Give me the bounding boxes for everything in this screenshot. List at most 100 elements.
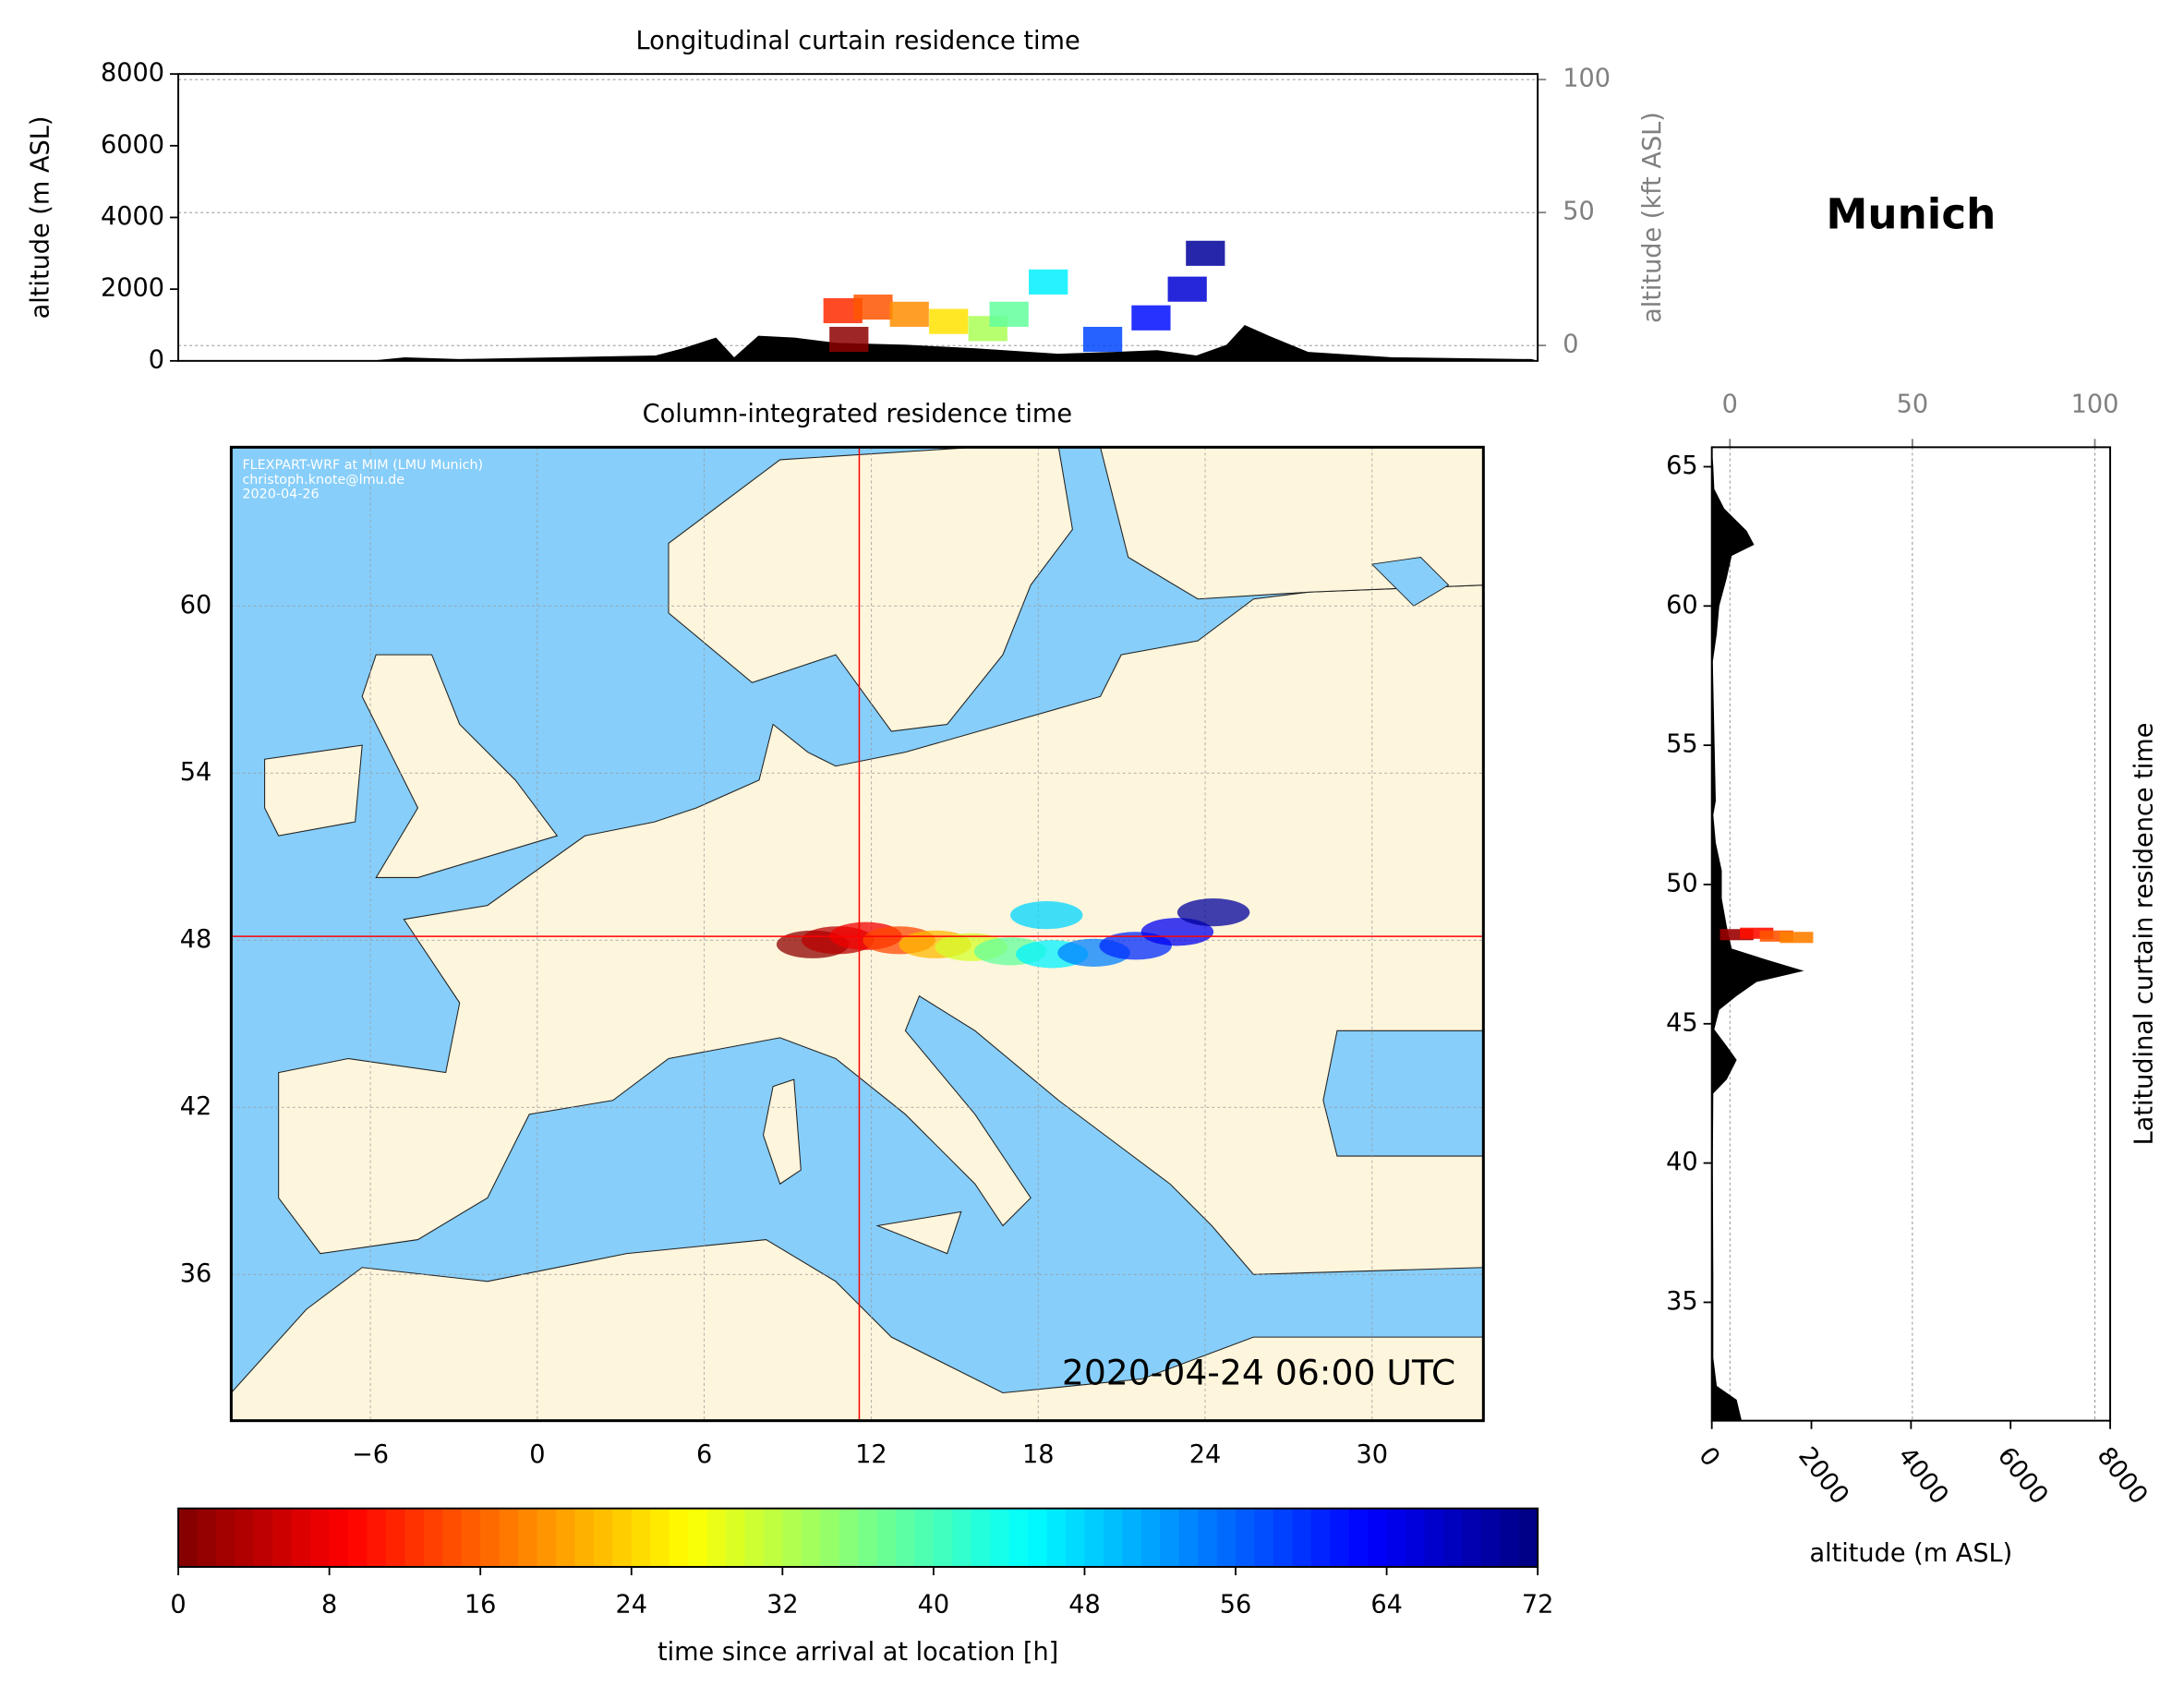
colorbar-step bbox=[688, 1508, 708, 1568]
colorbar-step bbox=[1008, 1508, 1029, 1568]
panel-title: Latitudinal curtain residence time bbox=[2130, 723, 2158, 1146]
colorbar-step bbox=[197, 1508, 217, 1568]
y-tick-label: 35 bbox=[1666, 1287, 1698, 1316]
x-tick-label: 8000 bbox=[2092, 1442, 2154, 1510]
x-tick-label: 6000 bbox=[1992, 1442, 2054, 1510]
colorbar-step bbox=[1406, 1508, 1426, 1568]
colorbar-step bbox=[1178, 1508, 1199, 1568]
plume-cell bbox=[989, 301, 1029, 327]
y-tick-label: 8000 bbox=[101, 59, 164, 88]
x-tick-label: 72 bbox=[1522, 1591, 1554, 1620]
frame bbox=[177, 1507, 1539, 1569]
figure-title: Munich bbox=[1826, 189, 1996, 238]
colorbar-step bbox=[1368, 1508, 1388, 1568]
x-tick-label: 30 bbox=[1357, 1440, 1389, 1469]
colorbar-step bbox=[291, 1508, 311, 1568]
colorbar-step bbox=[1292, 1508, 1312, 1568]
credit-text: christoph.knote@lmu.de bbox=[242, 473, 404, 488]
credit-text: 2020-04-26 bbox=[242, 488, 319, 502]
x-tick-label: 8 bbox=[321, 1591, 337, 1620]
colorbar-step bbox=[348, 1508, 368, 1568]
colorbar-step bbox=[555, 1508, 576, 1568]
colorbar-step bbox=[1140, 1508, 1161, 1568]
x-tick-label: 56 bbox=[1220, 1591, 1252, 1620]
plume-cell bbox=[829, 326, 869, 353]
colorbar-step bbox=[518, 1508, 538, 1568]
y-tick-label: 54 bbox=[180, 758, 212, 787]
land bbox=[264, 744, 363, 837]
y2-tick-label: 100 bbox=[1563, 65, 1611, 93]
y-tick-label: 40 bbox=[1666, 1148, 1698, 1176]
land bbox=[875, 1210, 962, 1255]
colorbar-step bbox=[1160, 1508, 1180, 1568]
y-tick-label: 0 bbox=[149, 345, 164, 374]
terrain-area bbox=[178, 325, 1538, 361]
y-tick-label: 6000 bbox=[101, 130, 164, 159]
colorbar-step bbox=[272, 1508, 293, 1568]
plume-cell bbox=[889, 301, 929, 327]
colorbar-step bbox=[1028, 1508, 1048, 1568]
colorbar-step bbox=[1046, 1508, 1067, 1568]
x-tick-label: 4000 bbox=[1892, 1442, 1954, 1510]
x-tick-label: 12 bbox=[855, 1440, 887, 1469]
y-axis-title: altitude (m ASL) bbox=[27, 116, 55, 319]
colorbar-step bbox=[1254, 1508, 1274, 1568]
colorbar-step bbox=[593, 1508, 614, 1568]
colorbar-step bbox=[1424, 1508, 1444, 1568]
colorbar-step bbox=[367, 1508, 387, 1568]
colorbar-step bbox=[1084, 1508, 1104, 1568]
y-tick-label: 65 bbox=[1666, 452, 1698, 480]
x-tick-label: 0 bbox=[170, 1591, 186, 1620]
time-annotation: 2020-04-24 06:00 UTC bbox=[1062, 1352, 1455, 1392]
colorbar-step bbox=[744, 1508, 765, 1568]
colorbar-step bbox=[461, 1508, 481, 1568]
colorbar-step bbox=[537, 1508, 557, 1568]
colorbar-step bbox=[858, 1508, 878, 1568]
colorbar-step bbox=[952, 1508, 972, 1568]
colorbar-step bbox=[612, 1508, 633, 1568]
colorbar-step bbox=[385, 1508, 406, 1568]
y-tick-label: 36 bbox=[180, 1259, 212, 1288]
colorbar-step bbox=[1198, 1508, 1218, 1568]
credit-text: FLEXPART-WRF at MIM (LMU Munich) bbox=[242, 458, 483, 473]
panel-title: Longitudinal curtain residence time bbox=[636, 27, 1080, 55]
x-tick-label: 32 bbox=[766, 1591, 799, 1620]
y-tick-label: 60 bbox=[180, 591, 212, 620]
lake bbox=[1370, 557, 1450, 607]
colorbar-step bbox=[404, 1508, 425, 1568]
colorbar-step bbox=[1330, 1508, 1350, 1568]
colorbar-step bbox=[725, 1508, 746, 1568]
colorbar-step bbox=[650, 1508, 670, 1568]
colorbar-step bbox=[235, 1508, 255, 1568]
x-tick-label: 18 bbox=[1022, 1440, 1055, 1469]
y-tick-label: 48 bbox=[180, 925, 212, 954]
colorbar-step bbox=[1122, 1508, 1142, 1568]
plume-cell bbox=[1186, 240, 1225, 266]
colorbar-step bbox=[574, 1508, 595, 1568]
colorbar-step bbox=[895, 1508, 916, 1568]
colorbar-step bbox=[442, 1508, 463, 1568]
colorbar-step bbox=[215, 1508, 236, 1568]
colorbar-step bbox=[1462, 1508, 1482, 1568]
x-tick-label: 0 bbox=[1693, 1442, 1725, 1473]
plume-cell bbox=[1029, 269, 1068, 295]
colorbar-step bbox=[782, 1508, 802, 1568]
colorbar-step bbox=[763, 1508, 784, 1568]
x2-tick-label: 50 bbox=[1897, 391, 1929, 419]
colorbar-step bbox=[669, 1508, 689, 1568]
colorbar-step bbox=[1518, 1508, 1538, 1568]
y-tick-label: 45 bbox=[1666, 1008, 1698, 1037]
plume-cell bbox=[1167, 276, 1207, 302]
land bbox=[231, 1239, 1484, 1421]
y-tick-label: 50 bbox=[1666, 869, 1698, 897]
colorbar-step bbox=[423, 1508, 444, 1568]
x-tick-label: 64 bbox=[1370, 1591, 1403, 1620]
x-tick-label: −6 bbox=[352, 1440, 389, 1469]
colorbar-step bbox=[839, 1508, 859, 1568]
colorbar-step bbox=[1348, 1508, 1369, 1568]
plume-cell bbox=[929, 308, 969, 334]
colorbar-step bbox=[1442, 1508, 1464, 1568]
colorbar-step bbox=[1216, 1508, 1237, 1568]
x-tick-label: 24 bbox=[1189, 1440, 1222, 1469]
